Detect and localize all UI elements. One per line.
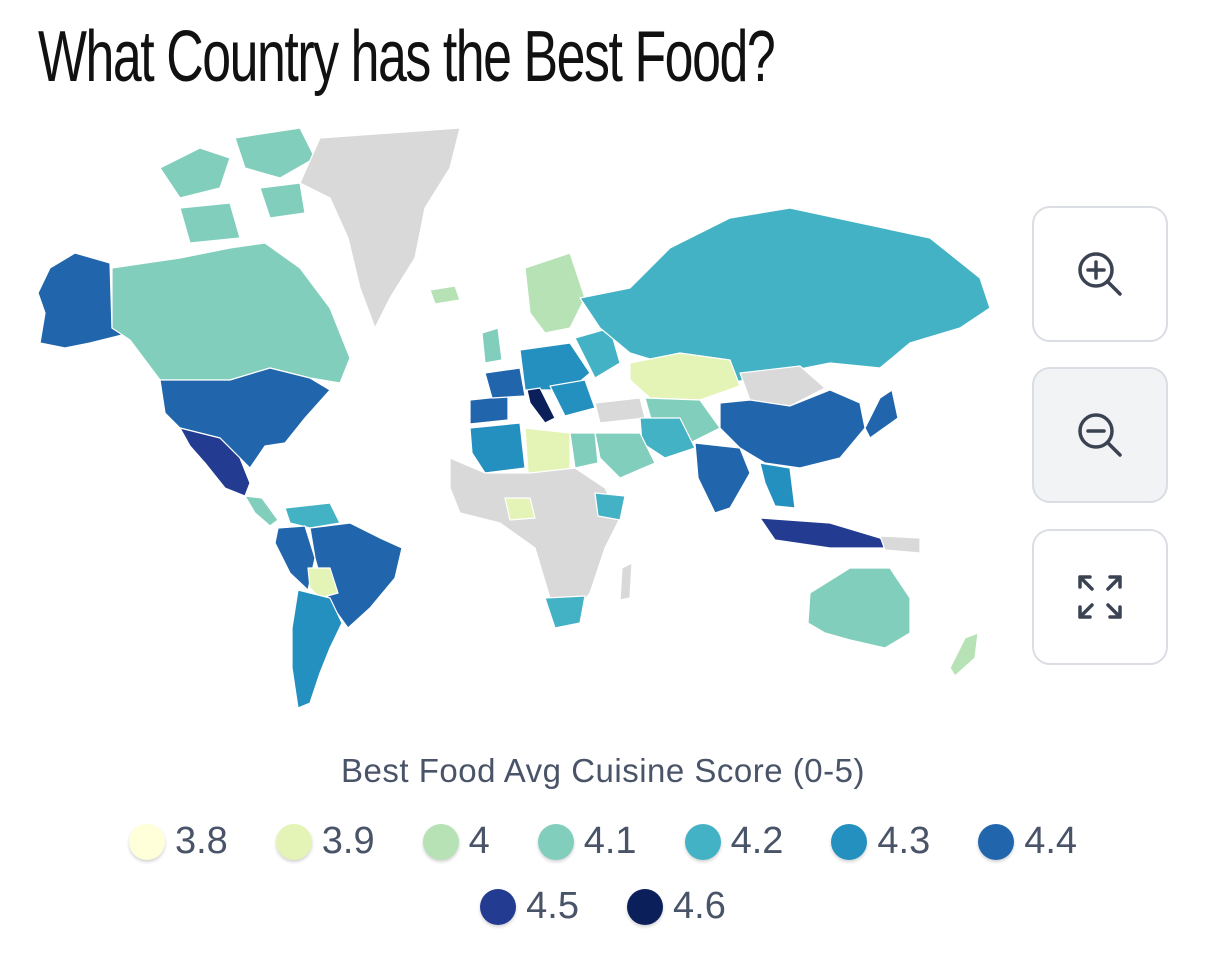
legend-item[interactable]: 4.6 — [627, 885, 726, 928]
region-canada[interactable] — [111, 242, 351, 384]
region-venezuela[interactable] — [284, 502, 341, 529]
legend-label: 4.3 — [877, 820, 931, 862]
region-se-asia[interactable] — [759, 462, 796, 509]
legend-swatch — [480, 888, 517, 925]
region-south-africa[interactable] — [544, 595, 586, 629]
expand-icon — [1078, 575, 1122, 619]
legend-label: 4.4 — [1024, 820, 1078, 862]
region-ethiopia[interactable] — [594, 492, 626, 521]
legend-swatch — [275, 823, 312, 860]
legend-swatch — [627, 888, 663, 925]
region-central-america[interactable] — [244, 495, 279, 527]
legend-swatch — [684, 823, 721, 860]
legend-item[interactable]: 4.2 — [684, 820, 784, 863]
legend-label: 3.9 — [321, 820, 375, 862]
region-papua[interactable] — [879, 535, 921, 554]
region-italy[interactable] — [526, 387, 556, 424]
region-africa[interactable] — [449, 457, 621, 614]
region-japan[interactable] — [864, 389, 899, 439]
zoom-out-button[interactable] — [1032, 367, 1168, 503]
region-new-zealand[interactable] — [949, 632, 979, 677]
zoom-in-button[interactable] — [1032, 206, 1168, 342]
legend-swatch — [422, 823, 459, 860]
region-eastern-europe[interactable] — [574, 327, 621, 379]
legend-swatch — [128, 823, 165, 860]
region-india[interactable] — [694, 442, 751, 514]
region-indonesia[interactable] — [759, 517, 891, 549]
zoom-in-icon — [1078, 252, 1122, 296]
region-nigeria[interactable] — [504, 497, 536, 521]
legend-swatch — [537, 823, 574, 860]
region-russia[interactable] — [579, 207, 991, 384]
region-bolivia[interactable] — [307, 567, 339, 599]
region-kazakhstan[interactable] — [629, 352, 741, 401]
legend-item[interactable]: 4.1 — [537, 820, 637, 863]
region-peru[interactable] — [274, 525, 316, 591]
page-title: What Country has the Best Food? — [38, 17, 776, 97]
region-china[interactable] — [719, 389, 866, 469]
world-map[interactable] — [30, 128, 1020, 720]
legend-label: 4.5 — [526, 885, 579, 927]
region-argentina[interactable] — [291, 589, 343, 709]
legend-item[interactable]: 4.3 — [831, 820, 930, 863]
legend-item[interactable]: 3.8 — [128, 820, 228, 863]
region-iceland[interactable] — [429, 285, 461, 305]
region-greenland[interactable] — [299, 128, 461, 329]
legend-title: Best Food Avg Cuisine Score (0-5) — [341, 752, 865, 789]
legend-label: 4.2 — [730, 820, 784, 862]
region-australia[interactable] — [807, 567, 911, 649]
map-svg[interactable] — [30, 128, 1020, 720]
legend-item[interactable]: 4 — [422, 820, 490, 863]
zoom-out-icon — [1078, 413, 1122, 457]
region-alaska[interactable] — [37, 252, 131, 349]
region-egypt[interactable] — [569, 432, 599, 469]
legend-label: 4 — [468, 820, 490, 862]
region-saudi-arabia[interactable] — [594, 432, 656, 479]
region-canada-arctic[interactable] — [159, 128, 316, 244]
region-scandinavia[interactable] — [524, 252, 586, 334]
region-usa[interactable] — [159, 367, 331, 469]
region-madagascar[interactable] — [619, 562, 633, 601]
legend-item[interactable]: 4.4 — [978, 820, 1077, 863]
legend-swatch — [831, 823, 868, 860]
region-algeria[interactable] — [469, 422, 526, 474]
legend-label: 4.6 — [673, 885, 726, 927]
legend-label: 4.1 — [583, 820, 637, 862]
region-uk[interactable] — [481, 327, 503, 364]
region-spain[interactable] — [469, 395, 509, 425]
fullscreen-button[interactable] — [1032, 529, 1168, 665]
region-balkans[interactable] — [549, 379, 596, 417]
region-turkey[interactable] — [594, 397, 646, 424]
legend: 3.8 3.9 4 4.1 4.2 4.3 4.4 4.5 4.6 — [60, 820, 1146, 928]
region-france[interactable] — [484, 367, 526, 399]
region-libya[interactable] — [524, 427, 571, 474]
legend-item[interactable]: 3.9 — [275, 820, 375, 863]
region-mongolia[interactable] — [739, 365, 826, 407]
legend-swatch — [978, 823, 1015, 860]
legend-label: 3.8 — [174, 820, 228, 862]
legend-item[interactable]: 4.5 — [480, 885, 579, 928]
